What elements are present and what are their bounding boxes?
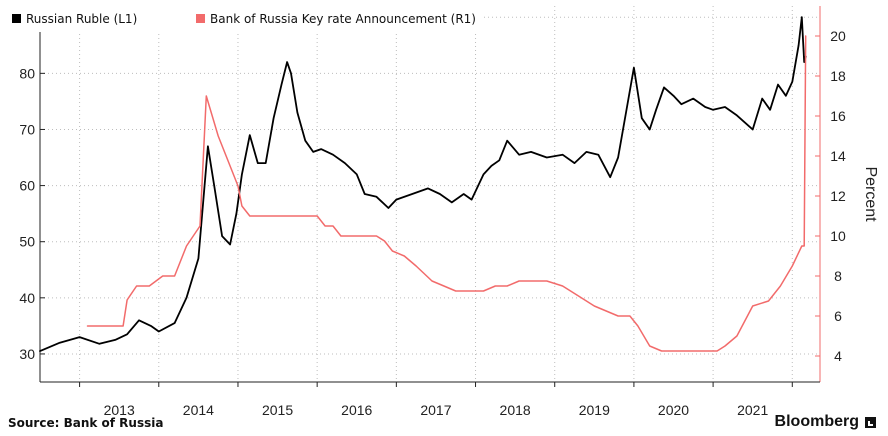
x-tick-label: 2014 <box>183 402 214 418</box>
right-tick-label: 18 <box>830 68 846 84</box>
x-tick-label: 2016 <box>341 402 372 418</box>
right-axis-title: Percent <box>862 166 879 222</box>
right-tick-label: 8 <box>834 268 842 284</box>
left-tick-label: 50 <box>19 234 35 250</box>
series-line-key-rate <box>86 35 807 352</box>
bloomberg-terminal-icon <box>865 416 876 428</box>
x-tick-label: 2021 <box>737 402 768 418</box>
legend: Russian Ruble (L1) Bank of Russia Key ra… <box>6 6 484 32</box>
right-tick-label: 12 <box>830 188 846 204</box>
brand-logo: Bloomberg <box>775 413 876 431</box>
right-tick-label: 16 <box>830 108 846 124</box>
left-tick-label: 30 <box>19 346 35 362</box>
x-tick-label: 2015 <box>262 402 293 418</box>
brand-name: Bloomberg <box>774 413 859 430</box>
legend-label-key-rate: Bank of Russia Key rate Announcement (R1… <box>210 12 476 26</box>
legend-label-ruble: Russian Ruble (L1) <box>26 12 137 26</box>
tick-labels: 3040506070809046810121416182020132014201… <box>19 9 846 418</box>
series-layer <box>39 16 807 352</box>
legend-swatch-ruble <box>12 14 21 23</box>
source-note: Source: Bank of Russia <box>8 416 164 430</box>
legend-swatch-key-rate <box>196 14 205 23</box>
right-tick-label: 4 <box>834 348 842 364</box>
grid <box>40 6 820 382</box>
left-tick-label: 40 <box>19 290 35 306</box>
x-tick-label: 2020 <box>658 402 689 418</box>
x-tick-label: 2017 <box>420 402 451 418</box>
left-tick-label: 70 <box>19 121 35 137</box>
left-tick-label: 60 <box>19 178 35 194</box>
right-tick-label: 14 <box>830 148 846 164</box>
right-tick-label: 10 <box>830 228 846 244</box>
series-line-ruble <box>39 16 807 352</box>
legend-background <box>6 6 484 32</box>
right-tick-label: 6 <box>834 308 842 324</box>
x-tick-label: 2019 <box>579 402 610 418</box>
right-tick-label: 20 <box>830 28 846 44</box>
x-tick-label: 2013 <box>104 402 135 418</box>
x-tick-label: 2018 <box>500 402 531 418</box>
left-tick-label: 80 <box>19 65 35 81</box>
